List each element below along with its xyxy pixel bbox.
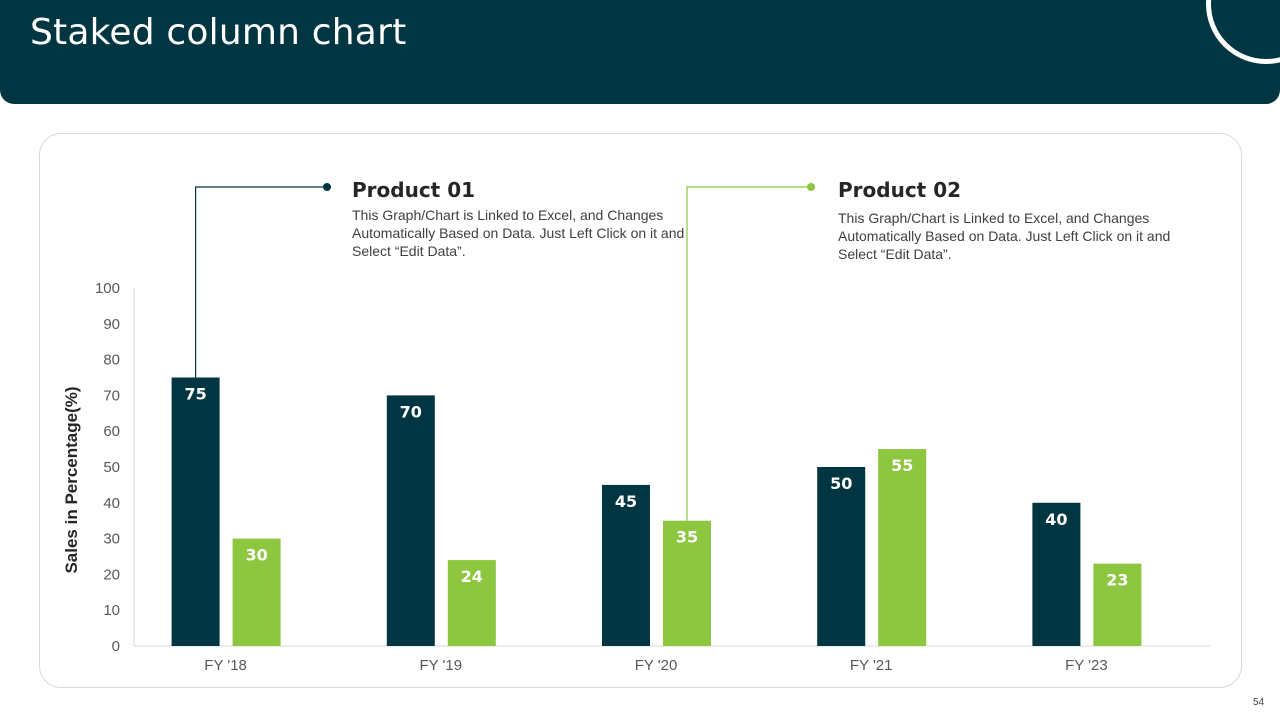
legend-description-product-01: This Graph/Chart is Linked to Excel, and… [352, 207, 685, 259]
bar-product-01 [602, 484, 650, 646]
y-tick-label: 100 [95, 280, 120, 297]
bar-product-02 [447, 560, 496, 646]
bar-product-01 [171, 377, 220, 646]
y-tick-label: 40 [103, 495, 120, 512]
x-tick-label: FY '19 [419, 657, 462, 674]
bar-product-01 [817, 467, 866, 646]
data-label-product-02: 23 [1106, 571, 1128, 590]
data-label-product-02: 30 [245, 546, 267, 565]
y-tick-label: 70 [103, 387, 120, 404]
callout-line-product-02 [686, 186, 811, 521]
bar-product-01 [386, 395, 435, 646]
data-label-product-01: 45 [615, 492, 637, 511]
data-label-product-01: 70 [400, 402, 422, 421]
callout-dot-product-02 [807, 183, 815, 191]
y-tick-label: 30 [103, 531, 120, 548]
y-tick-label: 10 [103, 602, 120, 619]
page-number: 54 [1253, 697, 1265, 708]
bar-product-02 [663, 520, 711, 646]
title-banner: Staked column chart [0, 0, 1280, 104]
y-tick-label: 90 [103, 316, 120, 333]
callout-line-product-01 [195, 186, 327, 378]
x-tick-label: FY '21 [850, 657, 893, 674]
x-tick-label: FY '18 [204, 657, 247, 674]
data-label-product-02: 55 [891, 456, 913, 475]
x-tick-label: FY '20 [635, 657, 678, 674]
y-tick-label: 60 [103, 423, 120, 440]
bar-product-01 [1032, 502, 1081, 646]
legend-description-product-02: This Graph/Chart is Linked to Excel, and… [838, 210, 1171, 262]
bar-product-02 [878, 449, 927, 646]
legend-title-product-02: Product 02 [838, 178, 962, 202]
page-title: Staked column chart [30, 12, 407, 53]
x-tick-label: FY '23 [1065, 657, 1108, 674]
bar-product-02 [1093, 563, 1142, 646]
legend-title-product-01: Product 01 [352, 178, 476, 202]
y-axis-label: Sales in Percentage(%) [62, 386, 81, 574]
data-label-product-01: 75 [184, 385, 206, 404]
y-tick-label: 50 [103, 459, 120, 476]
callout-dot-product-01 [323, 183, 331, 191]
data-label-product-02: 24 [461, 567, 483, 586]
y-tick-label: 0 [112, 638, 120, 655]
y-tick-label: 80 [103, 352, 120, 369]
data-label-product-02: 35 [676, 528, 698, 547]
y-tick-label: 20 [103, 566, 120, 583]
data-label-product-01: 50 [830, 474, 852, 493]
bar-product-02 [232, 538, 281, 646]
data-label-product-01: 40 [1045, 510, 1067, 529]
